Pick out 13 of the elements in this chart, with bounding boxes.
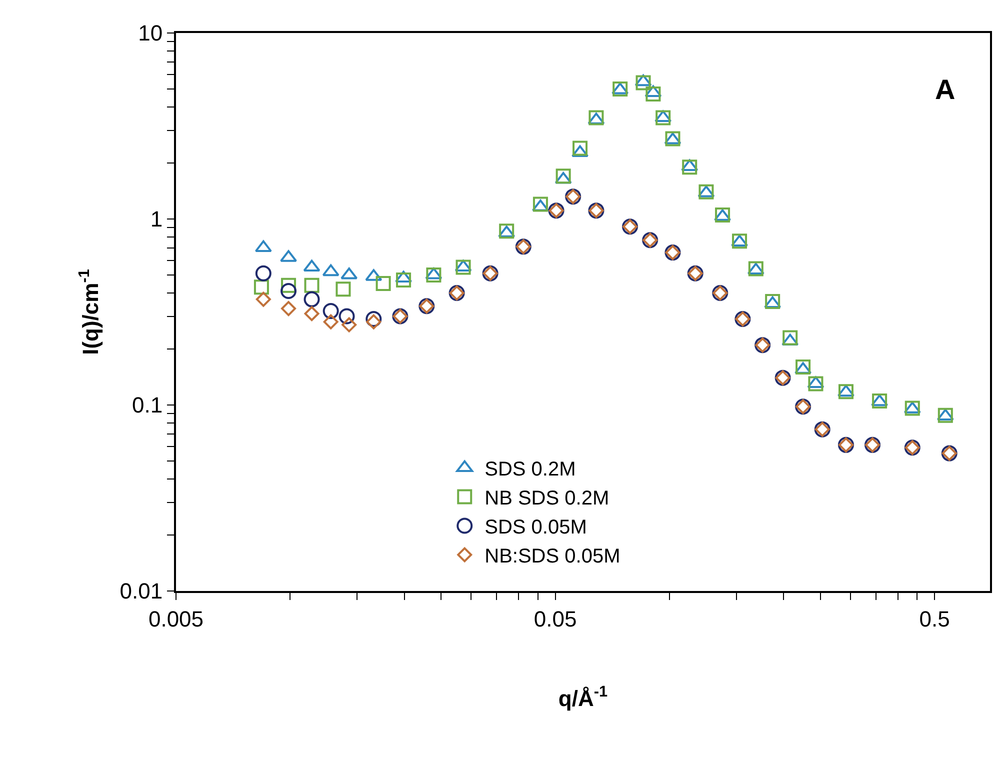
x-tick-label: 0.05	[534, 606, 577, 632]
legend-label: NB SDS 0.2M	[484, 488, 610, 510]
y-tick-label: 0.01	[120, 578, 163, 604]
legend-label: NB:SDS 0.05M	[484, 546, 620, 568]
y-tick-label: 10	[138, 20, 163, 46]
legend-label: SDS 0.2M	[484, 458, 576, 481]
y-tick-label: 0.1	[132, 392, 163, 418]
annotation: A	[935, 74, 956, 105]
x-axis-title: q/Å$^{-1}$	[558, 684, 608, 711]
x-tick-label: 0.5	[919, 606, 950, 632]
legend-label: SDS 0.05M	[484, 516, 587, 539]
x-tick-label: 0.005	[148, 606, 204, 632]
y-tick-label: 1	[150, 206, 163, 232]
